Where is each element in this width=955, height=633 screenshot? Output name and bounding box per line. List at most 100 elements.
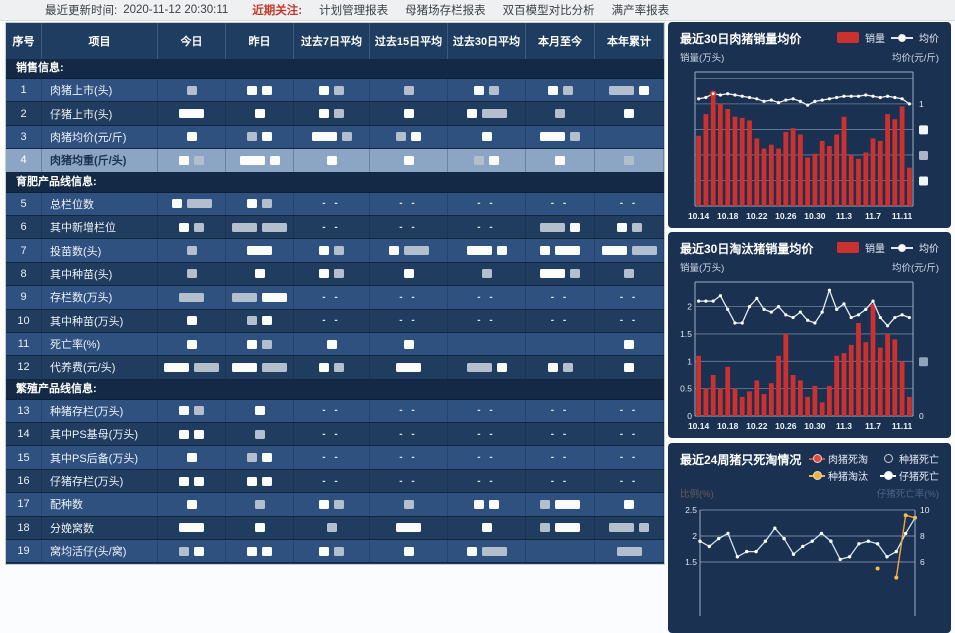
- table-row[interactable]: 14 其中PS基母(万头) - - - - - - - - - -: [6, 423, 664, 447]
- table-row[interactable]: 8 其中种苗(头): [6, 262, 664, 287]
- table-row[interactable]: 2 仔猪上市(头): [6, 102, 664, 126]
- column-header: 本年累计: [595, 23, 664, 59]
- redacted-value: [247, 476, 257, 486]
- legend-item[interactable]: 仔猪死亡: [880, 468, 939, 483]
- table-row[interactable]: 6 其中新增栏位 - - - - - -: [6, 215, 664, 240]
- table-row[interactable]: 12 代养费(元/头): [6, 356, 664, 380]
- table-row[interactable]: 17 配种数: [6, 493, 664, 517]
- table-row[interactable]: 5 总栏位数 - - - - - - - - - -: [6, 192, 664, 216]
- table-row[interactable]: 19 窝均活仔(头/窝): [6, 540, 664, 564]
- redacted-value: [334, 546, 344, 556]
- table-row[interactable]: 3 肉猪均价(元/斤): [6, 125, 664, 150]
- value-cell: - -: [595, 423, 664, 446]
- legend-bar-swatch[interactable]: [837, 242, 859, 253]
- redacted-value: [481, 546, 507, 556]
- legend-label-price[interactable]: 均价: [919, 244, 939, 255]
- value-cell: - -: [526, 192, 595, 215]
- redacted-value: [179, 546, 189, 556]
- report-link[interactable]: 母猪场存栏报表: [405, 5, 486, 17]
- value-cell: - -: [370, 423, 448, 446]
- redacted-value: [570, 132, 580, 142]
- legend-item[interactable]: 种猪死亡: [880, 451, 939, 466]
- redacted-value: [179, 406, 189, 416]
- legend-label-sales[interactable]: 销量: [865, 34, 885, 45]
- value-cell: [526, 516, 595, 540]
- value-cell: - -: [294, 215, 370, 239]
- redacted-value: [186, 453, 197, 463]
- value-cell: - -: [448, 192, 526, 215]
- redacted-value: [555, 523, 580, 533]
- legend-bar-swatch[interactable]: [837, 32, 859, 43]
- row-label: 其中种苗(万头): [42, 309, 158, 332]
- value-cell: [370, 125, 448, 149]
- table-row[interactable]: 10 其中种苗(万头) - - - - - - - - - -: [6, 309, 664, 333]
- table-row[interactable]: 15 其中PS后备(万头) - - - - - - - - - -: [6, 446, 664, 470]
- value-cell: [158, 286, 226, 309]
- redacted-value: [540, 269, 565, 279]
- value-cell: [370, 239, 448, 262]
- row-label: 仔猪存栏(万头): [42, 469, 158, 493]
- value-cell: - -: [595, 192, 664, 215]
- row-index: 14: [6, 423, 42, 446]
- table-row[interactable]: 7 投苗数(头): [6, 239, 664, 263]
- value-cell: [370, 332, 448, 356]
- legend-line-swatch[interactable]: [891, 243, 913, 252]
- svg-text:2: 2: [692, 531, 697, 541]
- value-cell: - -: [294, 286, 370, 309]
- row-index: 9: [6, 286, 42, 309]
- svg-text:8: 8: [920, 531, 925, 541]
- legend-dot: [883, 454, 893, 463]
- redacted-value: [616, 546, 642, 556]
- value-cell: [526, 215, 595, 239]
- redacted-value: [194, 546, 204, 556]
- table-row[interactable]: 16 仔猪存栏(万头) - - - - - - - - - -: [6, 469, 664, 494]
- redacted-value: [247, 199, 257, 209]
- row-index: 15: [6, 446, 42, 469]
- svg-text:11.7: 11.7: [865, 211, 881, 221]
- table-row[interactable]: 18 分娩窝数: [6, 516, 664, 541]
- value-cell: - -: [595, 399, 664, 423]
- table-row[interactable]: 11 死亡率(%): [6, 332, 664, 357]
- svg-text:10.14: 10.14: [688, 211, 710, 221]
- redacted-value: [489, 155, 499, 165]
- table-body: 销售信息: 1 肉猪上市(头) 2 仔猪上市(头) 3 肉猪均价(元/斤) 4 肉猪均重(斤/头…: [6, 59, 664, 564]
- legend-label-price[interactable]: 均价: [919, 34, 939, 45]
- svg-text:2: 2: [687, 302, 692, 312]
- report-link[interactable]: 计划管理报表: [319, 5, 389, 17]
- redacted-value: [341, 132, 352, 142]
- redacted-value: [489, 499, 499, 509]
- column-header: 今日: [158, 23, 226, 59]
- value-cell: [448, 125, 526, 149]
- table-row[interactable]: 9 存栏数(万头) - - - - - - - - - -: [6, 286, 664, 310]
- charts-column: 最近30日肉猪销量均价 销量 均价 销量(万头) 均价(元/斤) 1 10.14 1…: [668, 22, 951, 633]
- redacted-value: [247, 246, 272, 256]
- value-cell: [294, 239, 370, 262]
- empty-value-dashes: - -: [477, 452, 496, 464]
- row-label: 其中PS后备(万头): [42, 446, 158, 469]
- redacted-value: [247, 453, 257, 463]
- redacted-value: [609, 523, 634, 533]
- table-row[interactable]: 1 肉猪上市(头): [6, 79, 664, 103]
- value-cell: [294, 125, 370, 149]
- report-link[interactable]: 满产率报表: [611, 5, 670, 17]
- legend-line-swatch[interactable]: [891, 33, 913, 42]
- legend-item[interactable]: 肉猪死淘: [809, 451, 868, 466]
- value-cell: [595, 540, 664, 563]
- table-row[interactable]: 13 种猪存栏(万头) - - - - - - - - - -: [6, 399, 664, 424]
- column-header: 项目: [42, 23, 158, 59]
- svg-text:10.30: 10.30: [804, 211, 826, 221]
- redacted-value: [326, 339, 337, 349]
- redacted-value: [319, 362, 329, 372]
- value-cell: - -: [294, 446, 370, 469]
- legend-item[interactable]: 种猪淘汰: [809, 468, 868, 483]
- redacted-value: [403, 546, 414, 556]
- report-link[interactable]: 双百模型对比分析: [502, 5, 595, 17]
- empty-value-dashes: - -: [550, 405, 570, 417]
- redacted-value: [179, 222, 189, 232]
- table-row[interactable]: 4 肉猪均重(斤/头): [6, 149, 664, 173]
- kpi-report-table: 序号 项目 今日 昨日 过去7日平均 过去15日平均 过去30日平均 本月至今 本年累计 销售信…: [5, 22, 665, 565]
- redacted-value: [388, 246, 399, 256]
- row-label: 死亡率(%): [42, 332, 158, 356]
- value-cell: [158, 149, 226, 172]
- legend-label-sales[interactable]: 销量: [865, 244, 885, 255]
